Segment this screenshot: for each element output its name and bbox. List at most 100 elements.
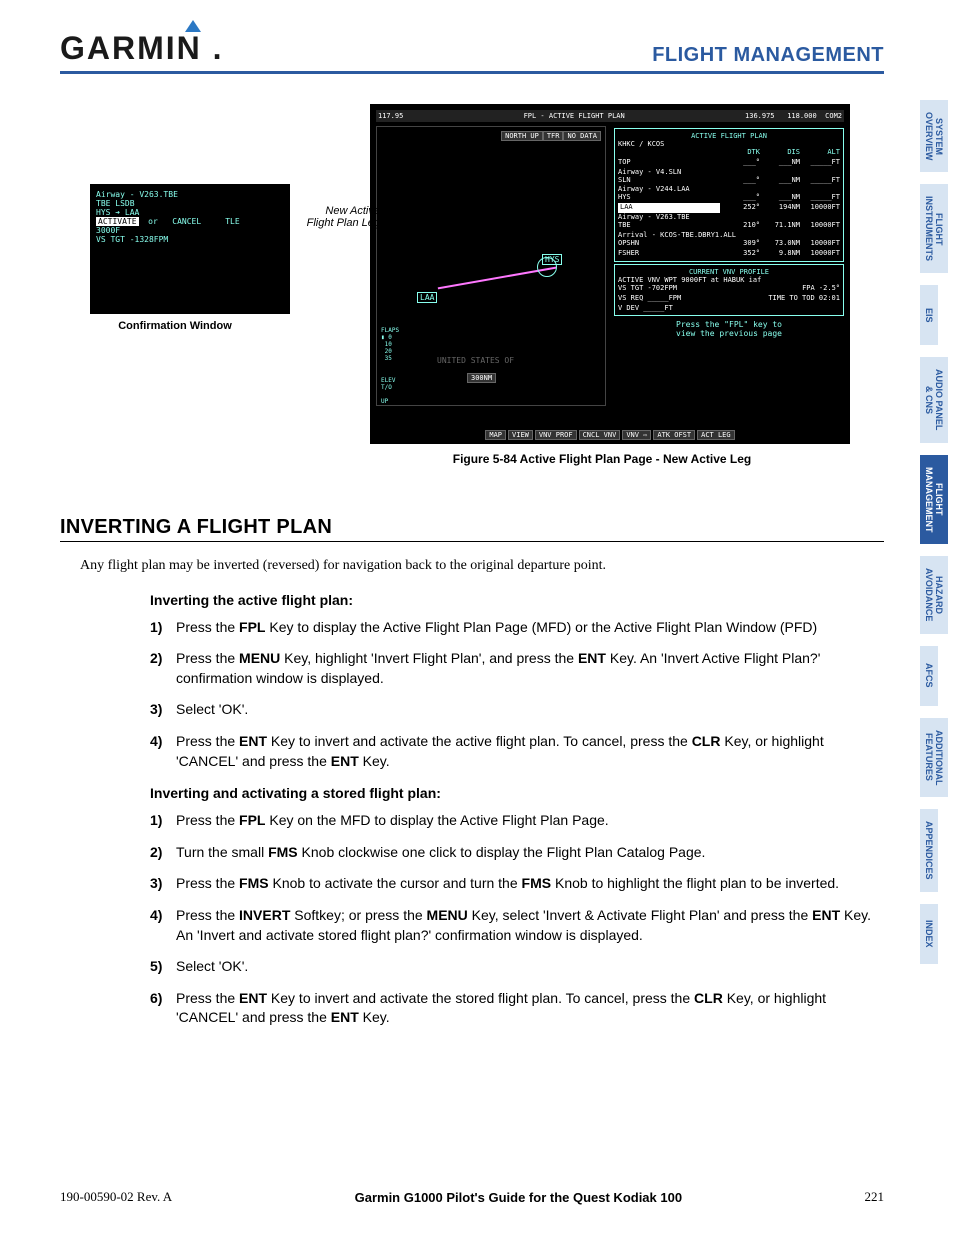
fp-row: LAA252°194NM10000FT — [618, 203, 840, 213]
step-text: Press the ENT Key to invert and activate… — [176, 732, 884, 771]
step-number: 1) — [150, 811, 176, 831]
confirm-line: TBE LSDB — [96, 199, 284, 208]
step-number: 2) — [150, 843, 176, 863]
step-text: Press the INVERT Softkey; or press the M… — [176, 906, 884, 945]
figure-row: Airway - V263.TBETBE LSDB HYS ➔ LAAACTIV… — [60, 104, 884, 496]
softkey: VIEW — [508, 430, 533, 440]
intro-text: Any flight plan may be inverted (reverse… — [80, 556, 884, 576]
map-country-label: UNITED STATES OF — [437, 356, 514, 365]
map-tag: NORTH UP — [501, 131, 543, 141]
fp-row: Airway - V244.LAA — [618, 185, 840, 193]
step-item: 1)Press the FPL Key to display the Activ… — [150, 618, 884, 638]
fp-route: KHKC / KCOS — [618, 140, 840, 148]
guide-title: Garmin G1000 Pilot's Guide for the Quest… — [355, 1190, 682, 1205]
subheading-stored: Inverting and activating a stored flight… — [150, 785, 884, 801]
step-number: 2) — [150, 649, 176, 688]
step-item: 3)Press the FMS Knob to activate the cur… — [150, 874, 884, 894]
step-item: 6)Press the ENT Key to invert and activa… — [150, 989, 884, 1028]
section-title: FLIGHT MANAGEMENT — [652, 44, 884, 67]
map-tag: NO DATA — [563, 131, 601, 141]
step-text: Press the FPL Key on the MFD to display … — [176, 811, 884, 831]
waypoint-hys-label: HYS — [542, 254, 562, 265]
softkey: ACT LEG — [697, 430, 735, 440]
vnv-line2: VS TGT -702FPMFPA -2.5° — [618, 284, 840, 294]
map-area: NORTH UPTFRNO DATA HYS LAA UNITED STATES… — [376, 126, 606, 406]
waypoint-laa-label: LAA — [417, 292, 437, 303]
vnv-line4: V DEV _____FT — [618, 304, 840, 312]
step-text: Turn the small FMS Knob clockwise one cl… — [176, 843, 884, 863]
step-number: 4) — [150, 732, 176, 771]
figure-caption: Figure 5-84 Active Flight Plan Page - Ne… — [320, 452, 884, 466]
tab-flight-instruments[interactable]: FLIGHT INSTRUMENTS — [920, 184, 948, 273]
vnv-panel: CURRENT VNV PROFILE ACTIVE VNV WPT 9000F… — [614, 264, 844, 316]
active-fpl-screen: 117.95 FPL - ACTIVE FLIGHT PLAN 136.975 … — [370, 104, 850, 444]
step-number: 1) — [150, 618, 176, 638]
step-text: Press the MENU Key, highlight 'Invert Fl… — [176, 649, 884, 688]
confirm-line: VS TGT -1328FPM — [96, 235, 284, 244]
fp-rows: TOP___°___NM_____FTAirway - V4.SLNSLN___… — [618, 158, 840, 259]
map-tags: NORTH UPTFRNO DATA — [501, 131, 601, 141]
tab-afcs[interactable]: AFCS — [920, 646, 938, 706]
fp-row: TBE210°71.1NM10000FT — [618, 221, 840, 231]
step-item: 1)Press the FPL Key on the MFD to displa… — [150, 811, 884, 831]
step-number: 6) — [150, 989, 176, 1028]
step-text: Press the ENT Key to invert and activate… — [176, 989, 884, 1028]
softkey: MAP — [485, 430, 506, 440]
fp-row: FSHER352°9.8NM10000FT — [618, 249, 840, 259]
figure-confirmation-window: Airway - V263.TBETBE LSDB HYS ➔ LAAACTIV… — [60, 184, 290, 332]
step-number: 5) — [150, 957, 176, 977]
page-number: 221 — [865, 1189, 885, 1205]
fp-title: ACTIVE FLIGHT PLAN — [618, 132, 840, 140]
step-text: Press the FMS Knob to activate the curso… — [176, 874, 884, 894]
step-item: 2)Turn the small FMS Knob clockwise one … — [150, 843, 884, 863]
step-item: 5)Select 'OK'. — [150, 957, 884, 977]
steps-active: 1)Press the FPL Key to display the Activ… — [150, 618, 884, 772]
fp-row: Airway - V263.TBE — [618, 213, 840, 221]
confirm-line: 3000F — [96, 226, 284, 235]
fp-row: HYS___°___NM_____FT — [618, 193, 840, 203]
flight-plan-panel: ACTIVE FLIGHT PLAN KHKC / KCOS DTK DIS A… — [614, 126, 844, 338]
flaps-indicator: FLAPS▮ 0 10 20 35 — [381, 327, 399, 362]
step-text: Press the FPL Key to display the Active … — [176, 618, 884, 638]
page-header: GARMIN . FLIGHT MANAGEMENT — [60, 30, 884, 74]
fp-row: Airway - V4.SLN — [618, 168, 840, 176]
screen-title: FPL - ACTIVE FLIGHT PLAN — [524, 112, 625, 120]
tab-appendices[interactable]: APPENDICES — [920, 809, 938, 892]
logo-triangle-icon — [185, 20, 201, 32]
step-item: 4)Press the INVERT Softkey; or press the… — [150, 906, 884, 945]
tab-eis[interactable]: EIS — [920, 285, 938, 345]
nav-freq: 117.95 — [378, 112, 403, 120]
fp-header-panel: ACTIVE FLIGHT PLAN KHKC / KCOS DTK DIS A… — [614, 128, 844, 262]
step-number: 3) — [150, 700, 176, 720]
tab-audio-panel-cns[interactable]: AUDIO PANEL & CNS — [920, 357, 948, 442]
heading-inverting: INVERTING A FLIGHT PLAN — [60, 516, 884, 542]
hint-text: Press the "FPL" key to view the previous… — [614, 320, 844, 338]
tab-system-overview[interactable]: SYSTEM OVERVIEW — [920, 100, 948, 172]
softkey: VNV PROF — [535, 430, 577, 440]
confirmation-caption: Confirmation Window — [60, 320, 290, 332]
doc-number: 190-00590-02 Rev. A — [60, 1189, 172, 1205]
map-tag: TFR — [543, 131, 564, 141]
softkey-row: MAPVIEWVNV PROFCNCL VNVVNV ⇨ATK OFSTACT … — [376, 430, 844, 440]
confirm-line: Airway - V263.TBE — [96, 190, 284, 199]
confirm-line: HYS ➔ LAA — [96, 208, 284, 217]
tab-additional-features[interactable]: ADDITIONAL FEATURES — [920, 718, 948, 798]
new-active-leg-label: New Active Flight Plan Leg — [280, 205, 380, 229]
softkey: VNV ⇨ — [622, 430, 651, 440]
vnv-line1: ACTIVE VNV WPT 9000FT at HABUK iaf — [618, 276, 840, 284]
elev-indicator: ELEVT/OUP — [381, 377, 395, 405]
step-item: 2)Press the MENU Key, highlight 'Invert … — [150, 649, 884, 688]
fp-columns: DTK DIS ALT — [618, 148, 840, 158]
fp-row: TOP___°___NM_____FT — [618, 158, 840, 168]
step-item: 3)Select 'OK'. — [150, 700, 884, 720]
tab-hazard-avoidance[interactable]: HAZARD AVOIDANCE — [920, 556, 948, 633]
tab-index[interactable]: INDEX — [920, 904, 938, 964]
tab-flight-management[interactable]: FLIGHT MANAGEMENT — [920, 455, 948, 545]
step-number: 3) — [150, 874, 176, 894]
vnv-title: CURRENT VNV PROFILE — [618, 268, 840, 276]
fp-row: Arrival - KCOS-TBE.DBRY1.ALL — [618, 231, 840, 239]
figure-active-fpl: 117.95 FPL - ACTIVE FLIGHT PLAN 136.975 … — [320, 104, 884, 496]
steps-stored: 1)Press the FPL Key on the MFD to displa… — [150, 811, 884, 1028]
softkey: ATK OFST — [653, 430, 695, 440]
softkey: CNCL VNV — [579, 430, 621, 440]
